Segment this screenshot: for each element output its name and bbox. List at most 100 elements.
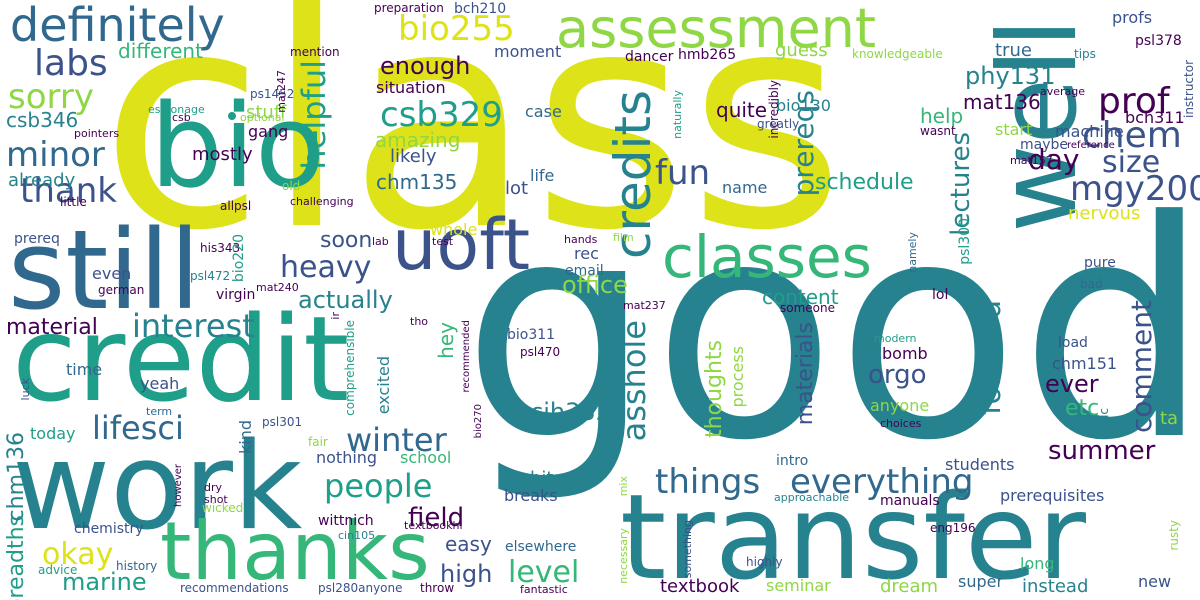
word-psl280anyone: psl280anyone [318,581,403,595]
word-history: history [116,559,158,573]
word-thoughts: thoughts [702,340,727,438]
word-comment: comment [1125,300,1158,434]
word-class: class [100,0,845,296]
word-email: email [565,263,604,279]
word-preparation: preparation [374,1,444,15]
word-textbook: textbook [660,576,740,597]
word-knowledgeable: knowledgeable [852,47,943,61]
word-greatly: greatly [757,117,800,131]
word-highly: highly [746,555,783,569]
word-heavy: heavy [280,250,372,285]
word-field: field [408,503,465,533]
word-thank: thank [20,171,117,211]
word-manuals: manuals [880,493,940,509]
word-actually: actually [298,286,393,314]
word-classes: classes [662,223,872,291]
word-textbookhi: textbookhi [404,519,463,532]
word-test: test [432,235,454,248]
word-pure: pure [1084,255,1116,271]
word-virgin: virgin [216,287,256,303]
word-lab: lab [372,235,389,248]
word-recommended: recommended [461,320,472,393]
word-wasnt: wasnt [920,124,956,138]
word-chm135: chm135 [376,170,458,194]
word-students: students [945,455,1015,474]
word-transfer: transfer [620,468,1087,600]
word-situation: situation [376,78,446,97]
word-psl301: psl301 [262,415,303,429]
word-help: help [920,104,964,128]
word-chem: chem [1082,115,1182,156]
word-process: process [728,346,747,408]
word-chm136: chm136 [4,432,29,522]
word-rusty: rusty [1167,520,1181,551]
word-kind: kind [236,420,255,455]
word-bio311: bio311 [507,327,556,343]
word-case: case [525,102,562,121]
word-instructor: instructor [1182,60,1196,119]
word-wicked: wicked [202,501,244,515]
word-fun: fun [655,153,711,193]
word-chm151: chm151 [1052,354,1118,373]
word-labs: labs [34,43,108,84]
word-bio255: bio255 [398,9,515,49]
word-mat136: mat136 [963,90,1041,114]
word-maybe: maybe [1020,137,1069,153]
word-moment: moment [494,42,562,61]
word-nothing: nothing [316,448,378,467]
word-someone: someone [780,301,835,315]
word-content: content [762,285,839,309]
word-prerequisites: prerequisites [1000,486,1105,505]
word-nervous: nervous [1068,203,1141,224]
word-people: people [324,467,433,505]
word-guess: guess [775,40,828,61]
dot-mark [228,112,236,120]
word-fantastic: fantastic [520,583,568,596]
word-cjh332: cjh332 [530,398,611,426]
word-mention: mention [290,45,340,59]
word-bad: bad [1080,277,1103,291]
word-ta: ta [1160,408,1179,429]
word-hey: hey [434,322,458,359]
word-incredibly: incredibly [767,80,781,139]
word-good: good [462,157,1200,506]
word-luck: luck [19,378,32,401]
word-mat157: mat157 [1010,154,1053,167]
word-amazing: amazing [375,128,461,152]
word-prereq: prereq [14,231,60,247]
word-bio270: bio270 [473,404,484,439]
word-pointers: pointers [74,127,120,140]
word-okay: okay [42,537,114,572]
word-already: already [8,170,76,191]
word-optional: optional [240,111,285,124]
word-lifesci: lifesci [92,409,184,447]
word-credit: credit [12,290,350,428]
word-chemistry: chemistry [74,521,144,537]
word-tho: tho [410,315,429,328]
word-soon: soon [320,228,373,253]
word-likely: likely [390,146,437,167]
word-different: different [118,39,203,63]
word-intro: intro [776,453,809,469]
word-csb346: csb346 [6,108,79,132]
word-recommendations: recommendations [180,581,289,595]
word-helpful: helpful [295,60,333,170]
word-comprehensible: comprehensible [343,320,357,416]
word-day: day [1028,143,1080,176]
word-prof: prof [1098,81,1170,122]
word-summer: summer [1048,436,1156,466]
word-everything: everything [790,462,974,502]
word-hmb265: hmb265 [678,47,737,63]
word-bio: bio [150,80,326,214]
word-ever: ever [1045,370,1099,398]
word-average: average [1040,85,1086,98]
word-time: time [66,360,103,379]
word-excited: excited [374,356,393,415]
word-bit: bit [530,468,554,489]
word-orgo: orgo [868,360,927,390]
word-psl300: psl300 [957,218,973,265]
word-etc: etc [1065,396,1100,421]
word-term: term [146,405,173,418]
word-cin105: cin105 [338,529,376,542]
